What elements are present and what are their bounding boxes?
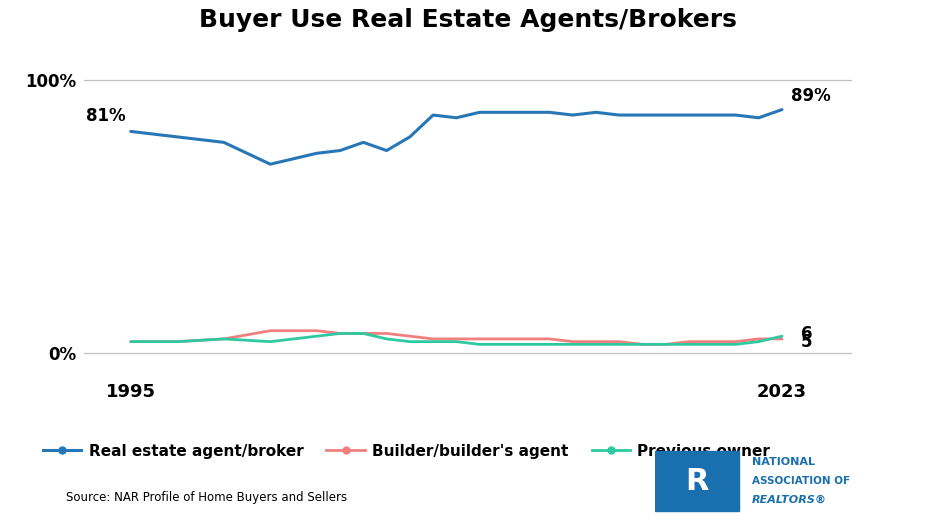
Text: 6: 6 bbox=[800, 325, 812, 343]
Text: NATIONAL: NATIONAL bbox=[753, 458, 815, 467]
Text: REALTORS®: REALTORS® bbox=[753, 495, 827, 504]
Text: 5: 5 bbox=[800, 333, 812, 351]
Title: Buyer Use Real Estate Agents/Brokers: Buyer Use Real Estate Agents/Brokers bbox=[199, 8, 737, 32]
Text: ASSOCIATION OF: ASSOCIATION OF bbox=[753, 476, 850, 486]
Text: Source: NAR Profile of Home Buyers and Sellers: Source: NAR Profile of Home Buyers and S… bbox=[66, 491, 346, 504]
Bar bbox=[655, 450, 739, 512]
Text: R: R bbox=[685, 466, 709, 496]
Text: 81%: 81% bbox=[86, 107, 126, 125]
Legend: Real estate agent/broker, Builder/builder's agent, Previous owner: Real estate agent/broker, Builder/builde… bbox=[37, 438, 776, 465]
Text: 89%: 89% bbox=[791, 87, 831, 106]
